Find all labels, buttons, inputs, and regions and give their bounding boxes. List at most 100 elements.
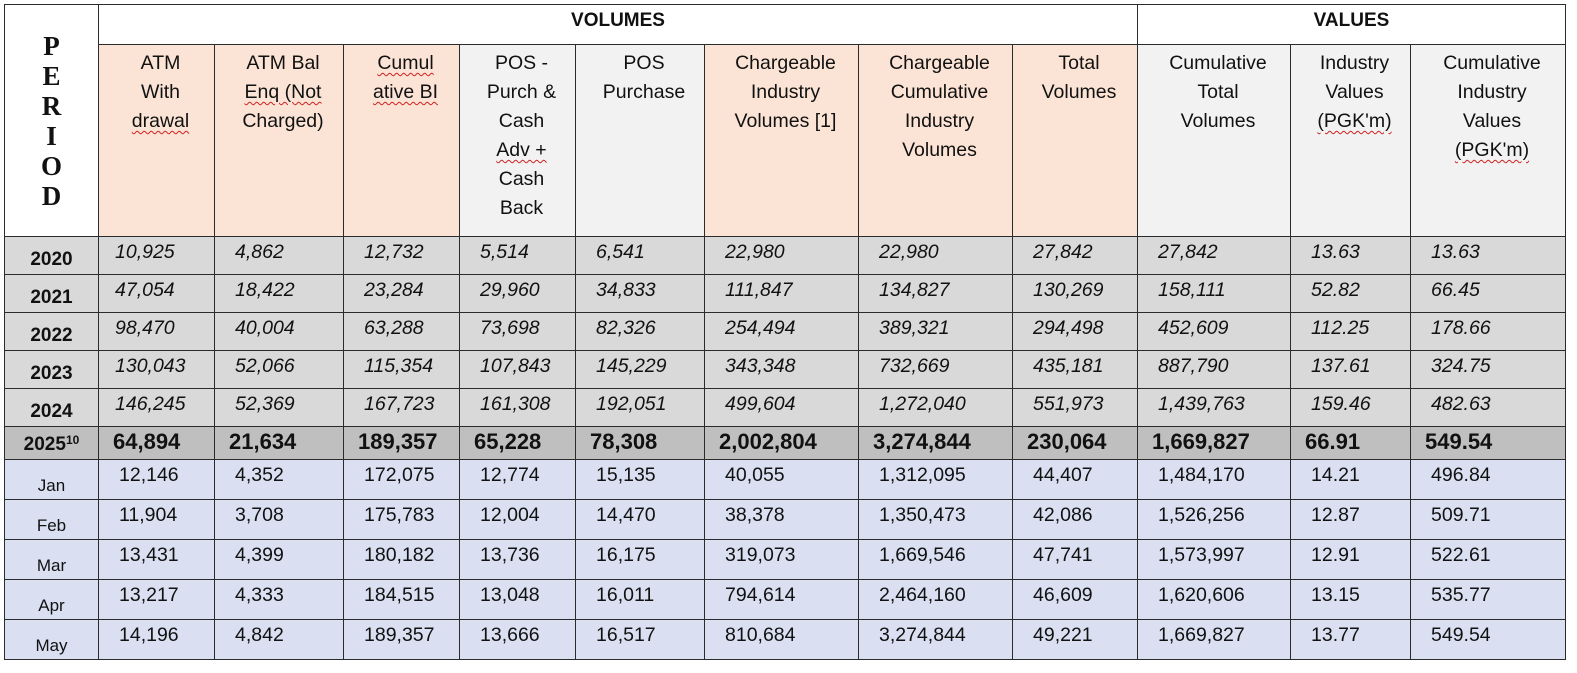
month-row: Feb 11,904 3,708 175,783 12,004 14,470 38,378 1… (4, 499, 1566, 540)
value-cell-atm-withdrawal: 14,196 (98, 619, 215, 660)
value-cell-cumulative-bi: 189,357 (343, 619, 460, 660)
header-line: POS - (494, 52, 549, 74)
col-header-chargeable-industry-volumes: Chargeable Industry Volumes [1] (704, 44, 859, 237)
value-cell-pos-purchase: 82,326 (575, 312, 705, 351)
header-line: ative BI (372, 81, 439, 103)
period-cell: May (4, 619, 99, 660)
period-cell: Feb (4, 499, 99, 540)
value-cell-cumulative-bi: 172,075 (343, 459, 460, 500)
year-row: 2023 130,043 52,066 115,354 107,843 145,229 34… (4, 350, 1566, 389)
year-row: 2020 10,925 4,862 12,732 5,514 6,541 22,980 22,… (4, 236, 1566, 275)
year-row: 2024 146,245 52,369 167,723 161,308 192,051 49… (4, 388, 1566, 427)
header-line: Back (499, 197, 544, 219)
col-header-pos-purchase: POS Purchase (575, 44, 705, 237)
value-cell-pos-purch-cash: 161,308 (459, 388, 576, 427)
value-cell-atm-withdrawal: 47,054 (98, 274, 215, 313)
value-cell-cumulative-bi: 12,732 (343, 236, 460, 275)
value-cell-pos-purchase: 14,470 (575, 499, 705, 540)
value-cell-pos-purchase: 78,308 (575, 426, 705, 460)
value-cell-chargeable-cumulative-industry-volumes: 1,350,473 (858, 499, 1013, 540)
header-line: Purch & (486, 81, 557, 103)
value-cell-total-volumes: 230,064 (1012, 426, 1138, 460)
year-row: 2021 47,054 18,422 23,284 29,960 34,833 111,84… (4, 274, 1566, 313)
col-header-atm-bal-enq: ATM Bal Enq (Not Charged) (214, 44, 344, 237)
value-cell-industry-values: 14.21 (1290, 459, 1411, 500)
value-cell-cumulative-total-volumes: 158,111 (1137, 274, 1291, 313)
value-cell-chargeable-cumulative-industry-volumes: 389,321 (858, 312, 1013, 351)
header-line: Values (1325, 81, 1384, 103)
value-cell-atm-bal-enq: 4,399 (214, 539, 344, 580)
period-letter: D (41, 180, 62, 211)
period-letter: P (43, 30, 60, 61)
value-cell-chargeable-industry-volumes: 343,348 (704, 350, 859, 389)
header-line: Enq (Not (244, 81, 322, 103)
value-cell-cumulative-total-volumes: 1,573,997 (1137, 539, 1291, 580)
value-cell-cumulative-bi: 63,288 (343, 312, 460, 351)
value-cell-total-volumes: 27,842 (1012, 236, 1138, 275)
header-line: Values (1462, 110, 1522, 132)
value-cell-pos-purchase: 145,229 (575, 350, 705, 389)
value-cell-chargeable-industry-volumes: 499,604 (704, 388, 859, 427)
value-cell-cumulative-industry-values: 522.61 (1410, 539, 1566, 580)
value-cell-cumulative-industry-values: 66.45 (1410, 274, 1566, 313)
value-cell-cumulative-bi: 184,515 (343, 579, 460, 620)
value-cell-pos-purch-cash: 12,004 (459, 499, 576, 540)
value-cell-cumulative-industry-values: 178.66 (1410, 312, 1566, 351)
value-cell-atm-withdrawal: 64,894 (98, 426, 215, 460)
header-line: Cash (498, 110, 545, 132)
header-line: Purchase (602, 81, 686, 103)
value-cell-cumulative-total-volumes: 27,842 (1137, 236, 1291, 275)
header-line: (PGK'm) (1454, 139, 1530, 161)
value-cell-cumulative-bi: 180,182 (343, 539, 460, 580)
value-cell-chargeable-cumulative-industry-volumes: 1,312,095 (858, 459, 1013, 500)
period-letter: R (41, 90, 62, 121)
value-cell-industry-values: 13.15 (1290, 579, 1411, 620)
value-cell-cumulative-bi: 175,783 (343, 499, 460, 540)
value-cell-chargeable-industry-volumes: 2,002,804 (704, 426, 859, 460)
header-line: Industry (904, 110, 975, 132)
period-cell: Jan (4, 459, 99, 500)
month-row: Apr 13,217 4,333 184,515 13,048 16,011 794,614… (4, 579, 1566, 620)
values-group-header: VALUES (1137, 4, 1566, 45)
value-cell-pos-purch-cash: 13,666 (459, 619, 576, 660)
value-cell-cumulative-total-volumes: 452,609 (1137, 312, 1291, 351)
value-cell-total-volumes: 130,269 (1012, 274, 1138, 313)
value-cell-industry-values: 12.87 (1290, 499, 1411, 540)
period-header: P E R I O D (4, 4, 99, 237)
header-line: POS (623, 52, 665, 74)
value-cell-cumulative-industry-values: 509.71 (1410, 499, 1566, 540)
period-letter: I (46, 120, 57, 151)
value-cell-atm-withdrawal: 130,043 (98, 350, 215, 389)
table-body: 2020 10,925 4,862 12,732 5,514 6,541 22,980 22,… (4, 236, 1566, 660)
value-cell-industry-values: 52.82 (1290, 274, 1411, 313)
value-cell-atm-withdrawal: 13,217 (98, 579, 215, 620)
header-line: drawal (131, 110, 190, 132)
value-cell-pos-purchase: 6,541 (575, 236, 705, 275)
period-cell: Mar (4, 539, 99, 580)
value-cell-atm-bal-enq: 4,333 (214, 579, 344, 620)
value-cell-pos-purch-cash: 13,048 (459, 579, 576, 620)
value-cell-atm-bal-enq: 4,352 (214, 459, 344, 500)
value-cell-atm-bal-enq: 21,634 (214, 426, 344, 460)
year-row: 2022 98,470 40,004 63,288 73,698 82,326 254,49… (4, 312, 1566, 351)
value-cell-pos-purch-cash: 29,960 (459, 274, 576, 313)
atm-pos-statistics-table: P E R I O D VOLUMES VALUES ATM With drawal… (4, 4, 1566, 660)
header-line: Total (1058, 52, 1100, 74)
period-letter: E (42, 60, 61, 91)
value-cell-atm-bal-enq: 52,066 (214, 350, 344, 389)
value-cell-cumulative-total-volumes: 1,484,170 (1137, 459, 1291, 500)
value-cell-cumulative-industry-values: 496.84 (1410, 459, 1566, 500)
col-header-industry-values: Industry Values (PGK'm) (1290, 44, 1411, 237)
col-header-atm-withdrawal: ATM With drawal (98, 44, 215, 237)
value-cell-chargeable-industry-volumes: 319,073 (704, 539, 859, 580)
value-cell-cumulative-bi: 115,354 (343, 350, 460, 389)
value-cell-pos-purchase: 16,011 (575, 579, 705, 620)
header-line: Cash (498, 168, 545, 190)
col-header-pos-purch-cash: POS - Purch & Cash Adv + Cash Back (459, 44, 576, 237)
header-line: Total (1197, 81, 1239, 103)
value-cell-atm-bal-enq: 18,422 (214, 274, 344, 313)
value-cell-industry-values: 12.91 (1290, 539, 1411, 580)
value-cell-cumulative-bi: 189,357 (343, 426, 460, 460)
value-cell-cumulative-total-volumes: 887,790 (1137, 350, 1291, 389)
value-cell-industry-values: 13.63 (1290, 236, 1411, 275)
